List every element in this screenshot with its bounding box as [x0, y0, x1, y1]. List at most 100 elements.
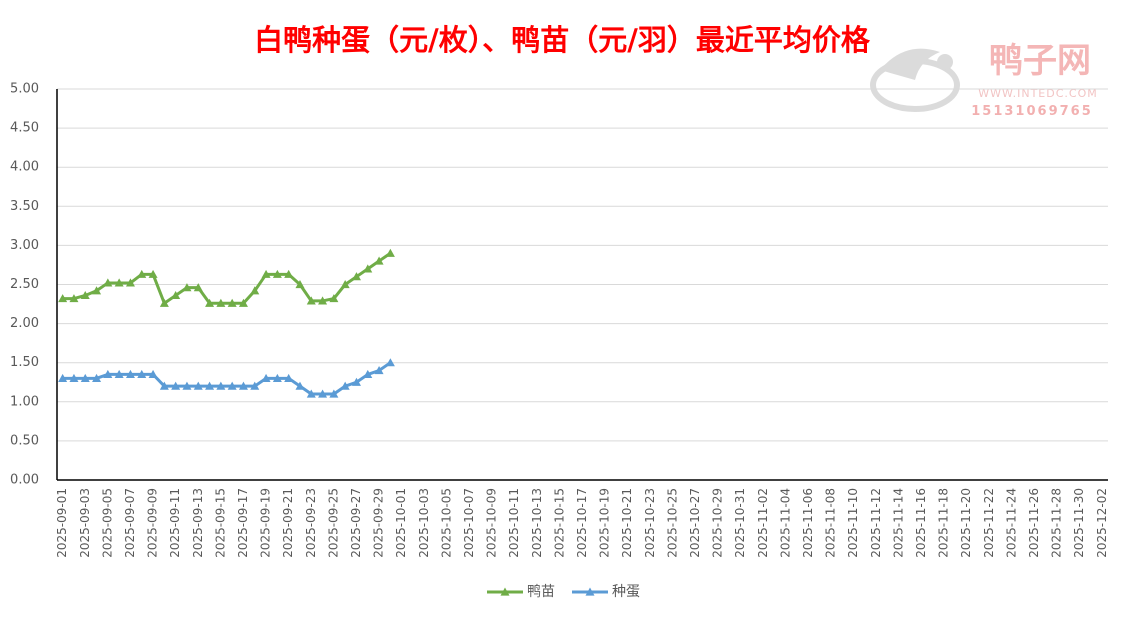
data-point	[340, 381, 350, 390]
x-tick-label: 2025-10-31	[733, 488, 747, 558]
data-point	[205, 381, 215, 390]
data-point	[125, 369, 135, 379]
data-point	[114, 369, 124, 379]
x-tick-label: 2025-11-10	[846, 488, 860, 558]
x-tick-label: 2025-11-26	[1027, 488, 1041, 558]
data-point	[340, 280, 350, 289]
y-tick-label: 1.50	[10, 355, 39, 370]
x-tick-label: 2025-09-23	[304, 488, 318, 558]
data-point	[171, 290, 181, 300]
x-tick-label: 2025-11-02	[756, 488, 770, 558]
y-tick-label: 5.00	[10, 82, 39, 97]
chart-title: 白鸭种蛋（元/枚）、鸭苗（元/羽）最近平均价格	[254, 23, 871, 57]
x-tick-label: 2025-12-02	[1095, 488, 1109, 558]
y-tick-label: 2.00	[10, 316, 39, 331]
x-tick-label: 2025-11-08	[824, 488, 838, 558]
x-tick-label: 2025-10-01	[394, 488, 408, 558]
data-point	[363, 264, 373, 273]
data-point	[351, 272, 361, 281]
data-point	[306, 389, 316, 398]
data-point	[272, 373, 282, 382]
data-point	[92, 373, 102, 382]
x-tick-label: 2025-09-15	[213, 488, 227, 558]
data-point	[238, 381, 248, 390]
data-point	[284, 269, 294, 278]
data-point	[250, 381, 260, 390]
watermark-phone: 15131069765	[971, 104, 1093, 119]
x-tick-label: 2025-10-13	[530, 488, 544, 558]
data-point	[182, 283, 192, 292]
data-point	[295, 381, 305, 390]
legend-label: 种蛋	[612, 584, 640, 600]
x-tick-label: 2025-10-19	[598, 488, 612, 558]
data-point	[80, 290, 90, 300]
data-point	[227, 298, 237, 307]
x-tick-label: 2025-09-03	[78, 488, 92, 558]
x-tick-label: 2025-09-09	[146, 488, 160, 558]
data-point	[159, 381, 169, 390]
data-point	[182, 381, 192, 390]
data-point	[114, 278, 124, 287]
data-point	[272, 269, 282, 278]
x-tick-label: 2025-11-22	[982, 488, 996, 558]
x-tick-label: 2025-10-23	[643, 488, 657, 558]
data-point	[351, 377, 361, 386]
x-tick-label: 2025-11-20	[959, 488, 973, 558]
x-tick-label: 2025-11-16	[914, 488, 928, 558]
data-point	[137, 369, 147, 379]
data-point	[125, 278, 135, 287]
y-tick-label: 4.00	[10, 160, 39, 175]
x-tick-label: 2025-10-27	[688, 488, 702, 558]
y-tick-label: 4.50	[10, 121, 39, 136]
data-point	[238, 298, 248, 307]
x-tick-label: 2025-09-17	[236, 488, 250, 558]
data-point	[69, 294, 79, 303]
y-tick-label: 1.00	[10, 394, 39, 409]
x-tick-label: 2025-11-30	[1072, 488, 1086, 558]
x-tick-label: 2025-10-29	[711, 488, 725, 558]
x-tick-label: 2025-09-29	[372, 488, 386, 558]
x-tick-label: 2025-09-05	[100, 488, 114, 558]
data-point	[374, 366, 384, 375]
data-point	[227, 381, 237, 390]
x-tick-label: 2025-10-09	[485, 488, 499, 558]
data-point	[261, 373, 271, 382]
x-tick-label: 2025-10-25	[665, 488, 679, 558]
data-point	[329, 389, 339, 398]
x-tick-label: 2025-10-17	[575, 488, 589, 558]
x-tick-label: 2025-11-28	[1050, 488, 1064, 558]
legend-marker	[585, 587, 595, 596]
data-point	[193, 283, 203, 292]
data-point	[329, 294, 339, 303]
x-tick-label: 2025-11-14	[891, 488, 905, 558]
data-point	[148, 369, 158, 379]
data-point	[374, 256, 384, 265]
data-point	[58, 294, 68, 303]
y-tick-label: 0.50	[10, 433, 39, 448]
data-point	[261, 269, 271, 278]
x-tick-label: 2025-11-04	[778, 488, 792, 558]
data-point	[137, 269, 147, 278]
x-tick-label: 2025-11-12	[869, 488, 883, 558]
x-tick-label: 2025-11-06	[801, 488, 815, 558]
x-tick-label: 2025-10-07	[462, 488, 476, 558]
x-tick-label: 2025-09-13	[191, 488, 205, 558]
x-tick-label: 2025-11-24	[1004, 488, 1018, 558]
y-tick-label: 0.00	[10, 473, 39, 488]
x-tick-label: 2025-10-05	[439, 488, 453, 558]
data-point	[80, 373, 90, 382]
data-point	[205, 298, 215, 307]
data-point	[103, 278, 113, 287]
watermark-name: 鸭子网	[989, 41, 1091, 81]
data-point	[318, 389, 328, 398]
data-point	[148, 269, 158, 278]
x-tick-label: 2025-09-25	[326, 488, 340, 558]
x-tick-label: 2025-09-21	[281, 488, 295, 558]
data-point	[193, 381, 203, 390]
x-tick-label: 2025-09-19	[259, 488, 273, 558]
x-tick-label: 2025-09-01	[55, 488, 69, 558]
x-tick-label: 2025-10-03	[417, 488, 431, 558]
data-point	[103, 369, 113, 379]
